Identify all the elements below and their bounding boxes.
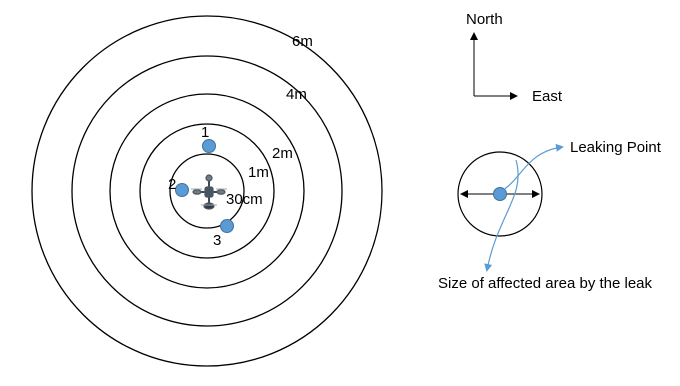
range-rings xyxy=(31,15,383,367)
sensor-label-1: 1 xyxy=(201,124,209,141)
ring-30cm xyxy=(169,153,245,229)
ring-label-4m: 4m xyxy=(286,86,307,103)
ring-label-1m: 1m xyxy=(248,164,269,181)
leaking-point-dot xyxy=(493,187,507,201)
ring-2m xyxy=(109,93,305,289)
leak-legend: Leaking Point Size of affected area by t… xyxy=(438,139,662,292)
ring-labels: 6m 4m 2m 1m 30cm xyxy=(226,33,313,208)
sensor-3 xyxy=(220,219,234,233)
ring-label-6m: 6m xyxy=(292,33,313,50)
compass: North East xyxy=(466,11,563,105)
affected-area-callout-arrow-icon xyxy=(484,159,519,272)
ring-4m xyxy=(71,55,343,327)
compass-north-label: North xyxy=(466,11,503,28)
compass-east-label: East xyxy=(532,88,563,105)
sensors: 1 2 3 xyxy=(168,124,234,249)
ring-label-30cm: 30cm xyxy=(226,191,263,208)
leaking-point-label: Leaking Point xyxy=(570,139,662,156)
affected-area-circle xyxy=(457,151,543,237)
ring-6m xyxy=(31,15,383,367)
sensor-label-2: 2 xyxy=(168,176,176,193)
sensor-label-3: 3 xyxy=(213,232,221,249)
ring-label-2m: 2m xyxy=(272,145,293,162)
sensor-2 xyxy=(175,183,189,197)
affected-area-label: Size of affected area by the leak xyxy=(438,275,653,292)
quadcopter-drone-icon xyxy=(191,174,227,210)
leaking-point-callout-arrow-icon xyxy=(502,143,564,191)
sensor-1 xyxy=(202,139,216,153)
ring-1m xyxy=(139,123,275,259)
